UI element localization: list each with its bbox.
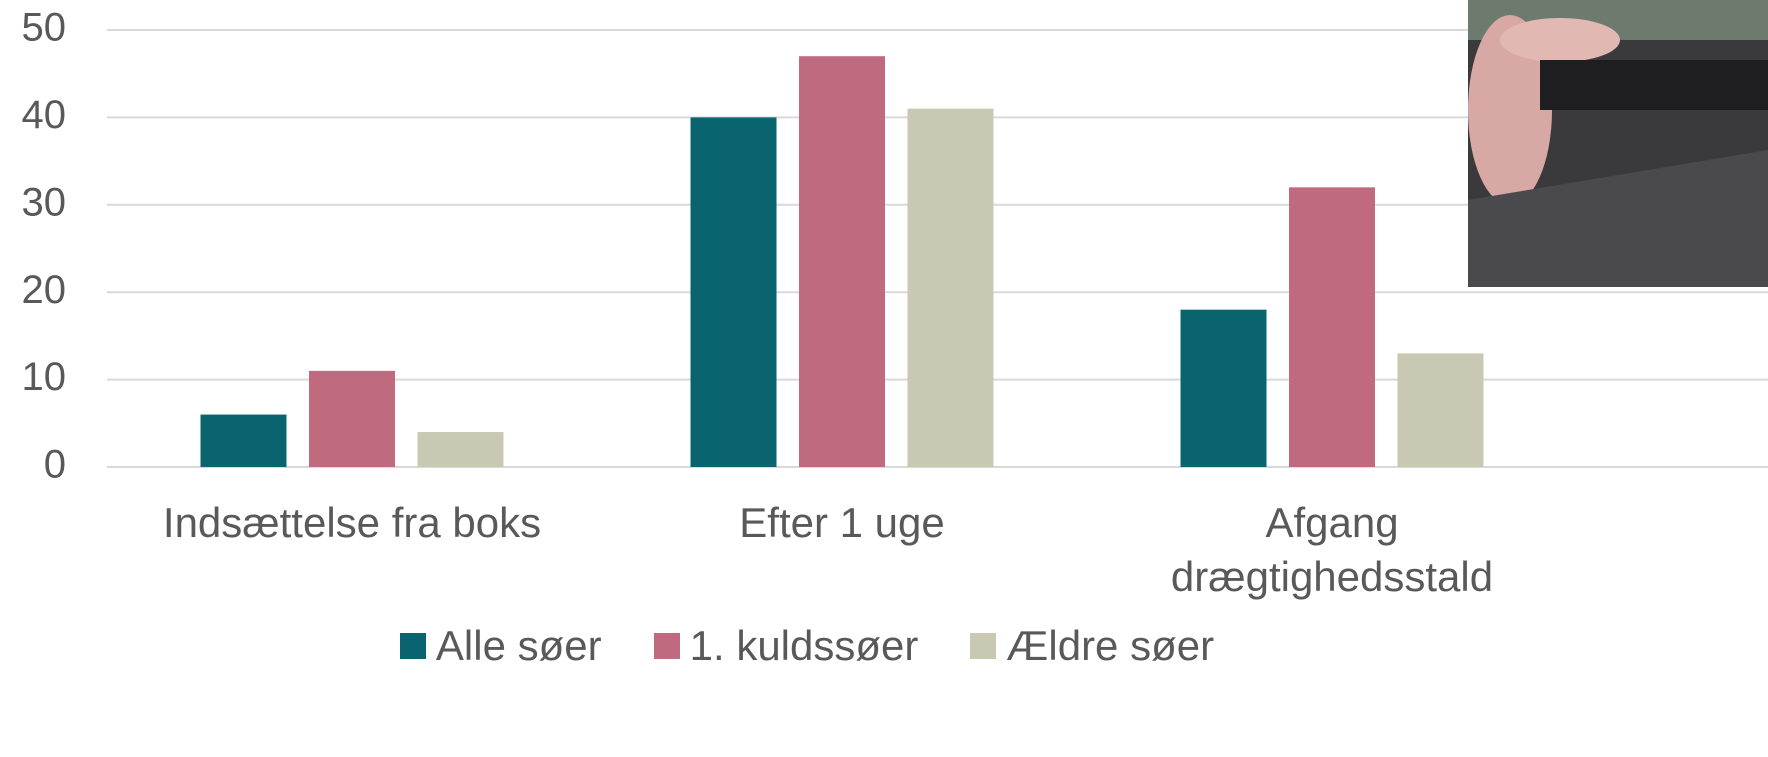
bar [309, 370, 395, 467]
y-tick-label: 10 [22, 355, 67, 399]
legend: Alle søer 1. kuldssøer Ældre søer [0, 622, 1614, 670]
y-tick-label: 0 [44, 443, 66, 487]
legend-item: 1. kuldssøer [653, 622, 919, 670]
legend-item: Alle søer [399, 622, 602, 670]
bar [690, 117, 777, 468]
legend-swatch [653, 633, 680, 659]
legend-swatch [399, 633, 426, 659]
y-tick-label: 30 [22, 180, 67, 224]
photo [1468, 0, 1768, 287]
bar [799, 56, 885, 467]
y-tick-label: 20 [22, 268, 67, 312]
x-tick-label: Afgang drægtighedsstald [1170, 499, 1494, 600]
bar [200, 414, 287, 467]
x-tick-label: Indsættelse fra boks [162, 499, 542, 546]
bar [1180, 309, 1267, 467]
x-tick-label: Efter 1 uge [739, 499, 945, 546]
bar [1397, 353, 1484, 467]
bar [417, 432, 504, 467]
y-tick-label: 50 [22, 6, 67, 50]
legend-label: Ældre søer [1006, 622, 1215, 669]
bar [1289, 187, 1375, 467]
bar [907, 108, 994, 467]
legend-label: 1. kuldssøer [689, 622, 919, 669]
legend-swatch [970, 633, 997, 659]
y-tick-label: 40 [22, 93, 67, 137]
legend-label: Alle søer [435, 622, 602, 669]
legend-item: Ældre søer [970, 622, 1214, 670]
